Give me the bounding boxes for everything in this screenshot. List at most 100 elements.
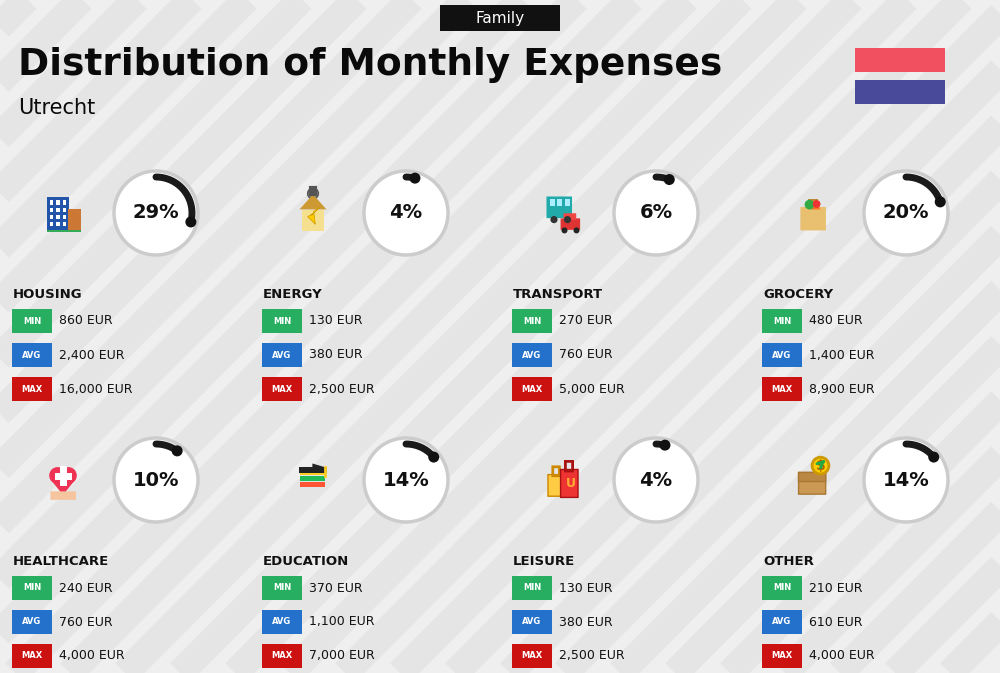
FancyBboxPatch shape: [12, 309, 52, 333]
Circle shape: [864, 438, 948, 522]
Text: 14%: 14%: [383, 470, 429, 489]
Text: 760 EUR: 760 EUR: [559, 349, 613, 361]
Text: 370 EUR: 370 EUR: [309, 581, 363, 594]
FancyBboxPatch shape: [262, 309, 302, 333]
Circle shape: [114, 171, 198, 255]
Text: 130 EUR: 130 EUR: [559, 581, 612, 594]
FancyBboxPatch shape: [12, 644, 52, 668]
Circle shape: [364, 171, 448, 255]
Text: 4,000 EUR: 4,000 EUR: [809, 649, 875, 662]
Circle shape: [114, 438, 198, 522]
Text: 2,500 EUR: 2,500 EUR: [309, 382, 375, 396]
Text: 29%: 29%: [133, 203, 179, 223]
Text: 380 EUR: 380 EUR: [559, 616, 613, 629]
Text: GROCERY: GROCERY: [763, 288, 833, 301]
Text: AVG: AVG: [272, 351, 292, 359]
Text: 380 EUR: 380 EUR: [309, 349, 363, 361]
FancyBboxPatch shape: [63, 215, 66, 219]
FancyBboxPatch shape: [561, 470, 578, 497]
Circle shape: [864, 171, 948, 255]
Text: MAX: MAX: [21, 384, 43, 394]
FancyBboxPatch shape: [762, 610, 802, 634]
FancyBboxPatch shape: [63, 222, 66, 226]
FancyBboxPatch shape: [12, 576, 52, 600]
Text: 2,400 EUR: 2,400 EUR: [59, 349, 124, 361]
FancyBboxPatch shape: [546, 197, 572, 218]
FancyBboxPatch shape: [50, 222, 53, 226]
Circle shape: [614, 438, 698, 522]
FancyBboxPatch shape: [800, 207, 826, 230]
Text: MIN: MIN: [523, 316, 541, 326]
Text: 610 EUR: 610 EUR: [809, 616, 862, 629]
Polygon shape: [312, 464, 326, 471]
FancyBboxPatch shape: [50, 207, 53, 212]
Text: HOUSING: HOUSING: [13, 288, 83, 301]
Circle shape: [812, 457, 829, 474]
FancyBboxPatch shape: [262, 610, 302, 634]
FancyBboxPatch shape: [762, 377, 802, 401]
Text: MIN: MIN: [773, 583, 791, 592]
FancyBboxPatch shape: [262, 377, 302, 401]
Text: 16,000 EUR: 16,000 EUR: [59, 382, 132, 396]
Text: 8,900 EUR: 8,900 EUR: [809, 382, 875, 396]
Text: AVG: AVG: [522, 618, 542, 627]
Text: 1,400 EUR: 1,400 EUR: [809, 349, 874, 361]
Circle shape: [928, 452, 939, 462]
FancyBboxPatch shape: [300, 470, 325, 475]
FancyBboxPatch shape: [557, 199, 562, 206]
Text: MAX: MAX: [771, 651, 793, 660]
FancyBboxPatch shape: [262, 644, 302, 668]
Text: 20%: 20%: [883, 203, 929, 223]
Circle shape: [308, 188, 318, 199]
Text: OTHER: OTHER: [763, 555, 814, 568]
Text: MIN: MIN: [273, 583, 291, 592]
FancyBboxPatch shape: [548, 474, 565, 496]
Circle shape: [428, 452, 439, 462]
Text: HEALTHCARE: HEALTHCARE: [13, 555, 109, 568]
Text: 7,000 EUR: 7,000 EUR: [309, 649, 375, 662]
Polygon shape: [300, 194, 326, 209]
Text: MIN: MIN: [23, 583, 41, 592]
Circle shape: [562, 227, 568, 234]
Text: 4%: 4%: [389, 203, 423, 223]
FancyBboxPatch shape: [63, 207, 66, 212]
FancyBboxPatch shape: [512, 644, 552, 668]
FancyBboxPatch shape: [50, 215, 53, 219]
FancyBboxPatch shape: [46, 197, 69, 229]
Text: 270 EUR: 270 EUR: [559, 314, 613, 328]
Text: MIN: MIN: [773, 316, 791, 326]
FancyBboxPatch shape: [299, 468, 327, 473]
Text: LEISURE: LEISURE: [513, 555, 575, 568]
Text: AVG: AVG: [272, 618, 292, 627]
Text: 4,000 EUR: 4,000 EUR: [59, 649, 125, 662]
FancyBboxPatch shape: [565, 199, 570, 206]
Circle shape: [805, 200, 814, 209]
Text: 10%: 10%: [133, 470, 179, 489]
FancyBboxPatch shape: [12, 377, 52, 401]
Circle shape: [550, 216, 558, 223]
Polygon shape: [308, 207, 320, 224]
FancyBboxPatch shape: [762, 343, 802, 367]
Text: Family: Family: [475, 11, 525, 26]
FancyBboxPatch shape: [50, 491, 76, 500]
Text: 6%: 6%: [639, 203, 673, 223]
FancyBboxPatch shape: [855, 80, 945, 104]
Circle shape: [409, 173, 420, 184]
Circle shape: [185, 217, 196, 227]
FancyBboxPatch shape: [300, 476, 325, 481]
Circle shape: [172, 446, 183, 456]
FancyBboxPatch shape: [762, 576, 802, 600]
FancyBboxPatch shape: [46, 229, 81, 232]
Text: 760 EUR: 760 EUR: [59, 616, 113, 629]
FancyBboxPatch shape: [56, 207, 60, 212]
Text: EDUCATION: EDUCATION: [263, 555, 349, 568]
Circle shape: [364, 438, 448, 522]
FancyBboxPatch shape: [799, 472, 826, 482]
FancyBboxPatch shape: [50, 201, 53, 205]
Text: 860 EUR: 860 EUR: [59, 314, 113, 328]
FancyBboxPatch shape: [12, 343, 52, 367]
Text: 5,000 EUR: 5,000 EUR: [559, 382, 625, 396]
FancyBboxPatch shape: [63, 201, 66, 205]
FancyBboxPatch shape: [512, 309, 552, 333]
Text: 4%: 4%: [639, 470, 673, 489]
